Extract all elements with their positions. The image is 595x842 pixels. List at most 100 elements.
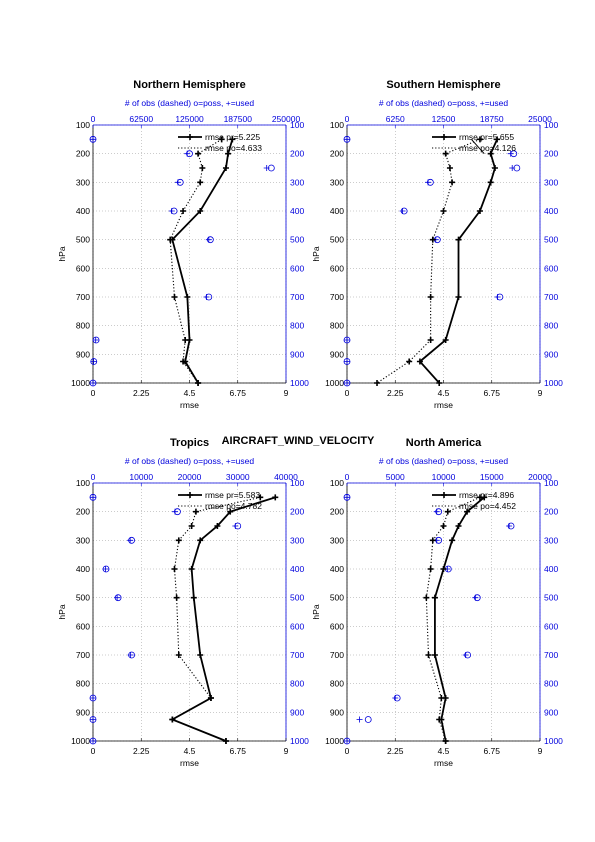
y-tick-label: 600 — [330, 621, 344, 631]
rmse-point-marker — [487, 150, 494, 157]
obs-tick-label: 12500 — [432, 114, 456, 124]
obs-used-marker — [203, 294, 210, 300]
obs-used-marker — [92, 337, 99, 343]
y-tick-label-right: 300 — [544, 535, 558, 545]
obs-tick-label: 0 — [345, 114, 350, 124]
y-tick-label-right: 600 — [544, 621, 558, 631]
rmse-point-marker — [197, 208, 204, 214]
y-tick-label: 100 — [330, 478, 344, 488]
obs-used-marker — [184, 150, 191, 157]
y-tick-label: 800 — [76, 321, 90, 331]
x-tick-label: 4.5 — [438, 746, 450, 756]
y-axis-label: hPa — [57, 604, 67, 619]
x-tick-label: 6.75 — [229, 746, 246, 756]
y-tick-label: 400 — [76, 206, 90, 216]
obs-used-marker — [509, 165, 516, 171]
rmse-point-marker — [197, 179, 204, 186]
rmse-point-marker — [431, 594, 438, 601]
y-tick-label-right: 200 — [544, 507, 558, 517]
page-title: AIRCRAFT_WIND_VELOCITY — [222, 435, 375, 447]
rmse-point-marker — [491, 165, 498, 171]
obs-used-marker — [344, 358, 350, 365]
y-tick-label: 700 — [76, 292, 90, 302]
obs-used-marker — [433, 508, 440, 515]
rmse-point-marker — [429, 537, 436, 544]
y-tick-label-right: 900 — [290, 349, 304, 359]
y-tick-label: 500 — [76, 235, 90, 245]
y-tick-label: 400 — [330, 206, 344, 216]
y-tick-label: 500 — [330, 235, 344, 245]
y-tick-label: 700 — [76, 650, 90, 660]
rmse-point-marker — [436, 716, 443, 723]
obs-tick-label: 10000 — [129, 472, 153, 482]
y-tick-label: 600 — [76, 263, 90, 273]
obs-used-marker — [344, 380, 350, 386]
rmse-point-marker — [449, 537, 456, 544]
obs-used-marker — [205, 236, 212, 243]
rmse-point-marker — [180, 358, 187, 365]
rmse-point-marker — [195, 150, 202, 157]
rmse-point-marker — [429, 236, 436, 243]
y-tick-label-right: 900 — [544, 349, 558, 359]
rmse-point-marker — [171, 566, 178, 572]
chart-title: Southern Hemisphere — [386, 79, 500, 91]
legend-label-po: rmse po=4.782 — [205, 501, 262, 511]
rmse-po-line — [171, 496, 261, 742]
y-tick-label: 200 — [76, 507, 90, 517]
rmse-point-marker — [442, 738, 449, 744]
legend-label-pr: rmse pr=5.225 — [205, 132, 260, 142]
rmse-point-marker — [464, 508, 471, 515]
y-tick-label: 200 — [330, 149, 344, 159]
rmse-point-marker — [446, 165, 453, 171]
rmse-point-marker — [184, 294, 191, 300]
legend-label-po: rmse po=4.126 — [459, 143, 516, 153]
obs-axis-label: # of obs (dashed) o=poss, +=used — [125, 98, 255, 108]
rmse-point-marker — [444, 508, 451, 515]
rmse-point-marker — [197, 652, 204, 658]
y-tick-label-right: 200 — [290, 149, 304, 159]
legend-marker-pr — [441, 492, 447, 498]
x-tick-label: 2.25 — [133, 746, 150, 756]
rmse-point-marker — [440, 566, 447, 572]
obs-tick-label: 25000 — [528, 114, 552, 124]
obs-used-marker — [102, 566, 109, 572]
y-tick-label-right: 500 — [544, 593, 558, 603]
y-tick-label: 700 — [330, 650, 344, 660]
y-tick-label: 700 — [330, 292, 344, 302]
rmse-point-marker — [455, 236, 462, 243]
rmse-point-marker — [436, 380, 443, 386]
y-axis-label: hPa — [57, 246, 67, 261]
x-tick-label: 2.25 — [133, 388, 150, 398]
obs-used-marker — [356, 716, 363, 723]
obs-tick-label: 40000 — [274, 472, 298, 482]
x-axis-label: rmse — [180, 400, 199, 410]
y-tick-label-right: 400 — [544, 564, 558, 574]
obs-used-marker — [168, 208, 175, 214]
obs-tick-label: 5000 — [386, 472, 405, 482]
x-tick-label: 4.5 — [184, 388, 196, 398]
y-tick-label-right: 200 — [544, 149, 558, 159]
obs-used-marker — [127, 537, 134, 544]
rmse-point-marker — [192, 508, 199, 515]
obs-used-marker — [174, 179, 181, 186]
rmse-pr-line — [418, 138, 498, 384]
legend-label-po: rmse po=4.633 — [205, 143, 262, 153]
rmse-point-marker — [175, 652, 182, 658]
rmse-point-marker — [222, 738, 229, 744]
y-tick-label-right: 400 — [290, 564, 304, 574]
rmse-point-marker — [257, 494, 264, 501]
y-tick-label: 300 — [76, 535, 90, 545]
obs-used-marker — [90, 358, 97, 365]
x-axis-label: rmse — [434, 400, 453, 410]
obs-used-marker — [462, 652, 469, 658]
rmse-po-line — [169, 138, 222, 384]
rmse-point-marker — [190, 594, 197, 601]
rmse-point-marker — [188, 566, 195, 572]
rmse-pr-line — [170, 496, 276, 742]
y-tick-label-right: 300 — [290, 177, 304, 187]
y-tick-label-right: 100 — [290, 120, 304, 130]
y-tick-label: 900 — [330, 707, 344, 717]
y-tick-label: 100 — [330, 120, 344, 130]
y-tick-label-right: 600 — [290, 621, 304, 631]
